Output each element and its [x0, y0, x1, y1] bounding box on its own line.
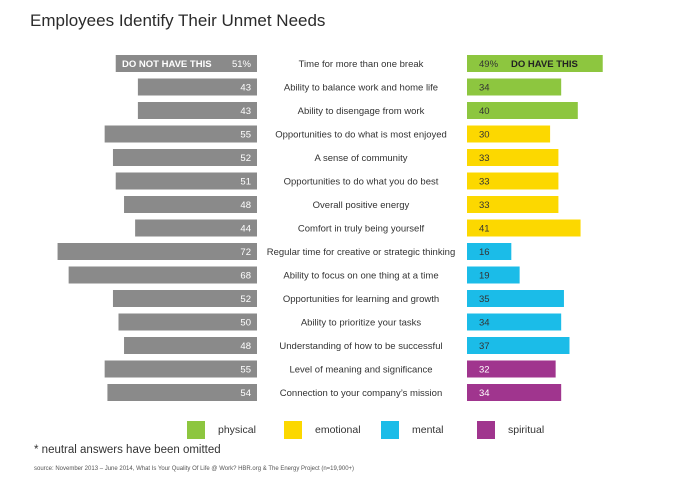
bar-do-not-have: [57, 243, 258, 260]
bar-do-not-have: [112, 290, 258, 307]
value-label-do-have: 34: [479, 83, 490, 94]
bar-do-not-have: [124, 337, 257, 354]
category-label: Ability to disengage from work: [298, 106, 425, 117]
category-label: Regular time for creative or strategic t…: [267, 247, 456, 258]
bar-do-have: [467, 337, 570, 354]
category-label: Connection to your company’s mission: [280, 388, 442, 399]
legend-item-mental: mental: [381, 421, 444, 439]
value-label-do-not-have: 51: [240, 177, 251, 188]
value-label-do-not-have: 55: [240, 130, 251, 141]
bar-do-have: [467, 290, 564, 307]
bar-do-not-have: [68, 266, 257, 284]
value-label-do-not-have: 44: [240, 224, 251, 235]
value-label-do-not-have: 50: [240, 318, 251, 329]
bar-do-have: [467, 78, 562, 96]
header-do-have: DO HAVE THIS: [511, 59, 578, 70]
legend-label-spiritual: spiritual: [508, 424, 545, 436]
chart-title: Employees Identify Their Unmet Needs: [30, 11, 326, 30]
bar-do-have: [467, 125, 551, 143]
bar-do-have: [467, 102, 578, 119]
bar-do-have: [467, 219, 581, 237]
category-label: Overall positive energy: [313, 200, 410, 211]
value-label-do-have: 19: [479, 271, 490, 282]
header-do-not-have: DO NOT HAVE THIS: [122, 59, 212, 70]
legend-swatch-physical: [187, 421, 205, 439]
legend-item-spiritual: spiritual: [477, 421, 544, 439]
legend-label-mental: mental: [412, 424, 444, 436]
bar-do-have: [467, 384, 562, 401]
category-label: Understanding of how to be successful: [279, 341, 442, 352]
value-label-do-not-have: 68: [240, 271, 251, 282]
legend-swatch-mental: [381, 421, 399, 439]
bar-do-not-have: [112, 149, 258, 166]
category-label: Ability to prioritize your tasks: [301, 318, 422, 329]
footnote: * neutral answers have been omitted: [34, 444, 221, 456]
value-label-do-not-have: 48: [240, 200, 251, 211]
value-label-do-have: 49%: [479, 59, 499, 70]
category-label: Ability to focus on one thing at a time: [283, 271, 438, 282]
bar-do-not-have: [115, 172, 257, 190]
category-label: Ability to balance work and home life: [284, 83, 438, 94]
value-label-do-have: 33: [479, 153, 490, 164]
value-label-do-not-have: 55: [240, 365, 251, 376]
bar-do-have: [467, 243, 512, 260]
value-label-do-have: 35: [479, 294, 490, 305]
legend-label-emotional: emotional: [315, 424, 361, 436]
value-label-do-have: 41: [479, 224, 490, 235]
value-label-do-not-have: 54: [240, 388, 251, 399]
value-label-do-not-have: 72: [240, 247, 251, 258]
bar-do-not-have: [124, 196, 257, 213]
bar-do-not-have: [137, 102, 257, 119]
value-label-do-not-have: 48: [240, 341, 251, 352]
value-label-do-have: 16: [479, 247, 490, 258]
diverging-bar-chart: 51% 49% Time for more than one break DO NOT…: [57, 55, 603, 401]
legend-label-physical: physical: [218, 424, 256, 436]
value-label-do-have: 30: [479, 130, 490, 141]
value-label-do-not-have: 51%: [232, 59, 252, 70]
bar-do-have: [467, 172, 559, 190]
legend-swatch-spiritual: [477, 421, 495, 439]
legend-item-emotional: emotional: [284, 421, 361, 439]
value-label-do-have: 37: [479, 341, 490, 352]
value-label-do-have: 33: [479, 200, 490, 211]
category-label: Time for more than one break: [299, 59, 424, 70]
bar-do-have: [467, 196, 559, 213]
value-label-do-have: 33: [479, 177, 490, 188]
legend-swatch-emotional: [284, 421, 302, 439]
bar-do-not-have: [118, 313, 257, 331]
bar-do-not-have: [104, 360, 258, 378]
value-label-do-have: 40: [479, 106, 490, 117]
source-note: source: November 2013 – June 2014, What …: [34, 466, 355, 472]
category-label: Opportunities to do what is most enjoyed: [275, 130, 447, 141]
value-label-do-have: 34: [479, 318, 490, 329]
legend-item-physical: physical: [187, 421, 256, 439]
bar-do-have: [467, 149, 559, 166]
category-label: Opportunities to do what you do best: [284, 177, 439, 188]
bar-do-have: [467, 360, 556, 378]
value-label-do-not-have: 52: [240, 153, 251, 164]
value-label-do-not-have: 43: [240, 106, 251, 117]
category-label: Level of meaning and significance: [289, 365, 432, 376]
bar-do-not-have: [137, 78, 257, 96]
bar-do-have: [467, 266, 520, 284]
bar-do-not-have: [135, 219, 257, 237]
category-label: Opportunities for learning and growth: [283, 294, 439, 305]
value-label-do-not-have: 43: [240, 83, 251, 94]
bar-do-not-have: [107, 384, 257, 401]
bar-do-not-have: [104, 125, 258, 143]
value-label-do-not-have: 52: [240, 294, 251, 305]
category-label: Comfort in truly being yourself: [298, 224, 425, 235]
bar-do-have: [467, 55, 603, 72]
category-label: A sense of community: [315, 153, 408, 164]
bar-do-have: [467, 313, 562, 331]
value-label-do-have: 34: [479, 388, 490, 399]
bar-do-not-have: [115, 55, 257, 72]
value-label-do-have: 32: [479, 365, 490, 376]
